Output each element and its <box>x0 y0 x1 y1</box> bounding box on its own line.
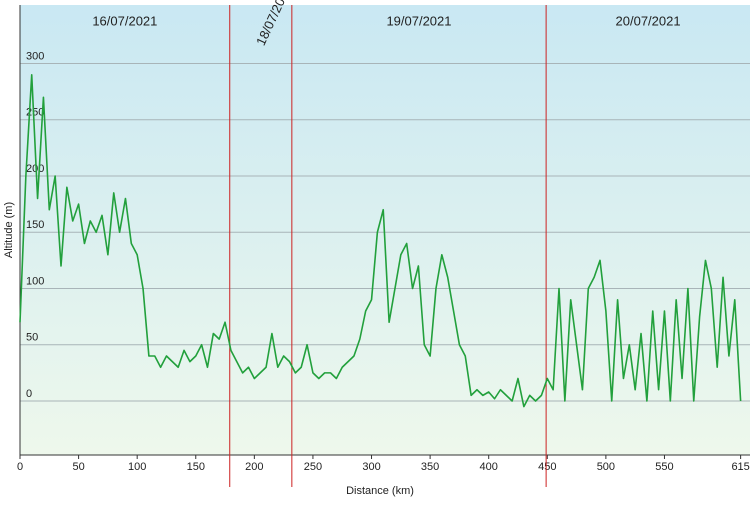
y-tick-label: 0 <box>26 388 32 400</box>
x-tick-label: 150 <box>187 461 205 473</box>
x-tick-label: 0 <box>17 461 23 473</box>
day-label: 16/07/2021 <box>92 13 157 28</box>
y-axis-label: Altitude (m) <box>3 202 15 258</box>
y-tick-label: 150 <box>26 219 44 231</box>
x-tick-label: 200 <box>245 461 263 473</box>
y-tick-label: 300 <box>26 50 44 62</box>
x-tick-label: 250 <box>304 461 322 473</box>
x-tick-label: 50 <box>72 461 84 473</box>
x-tick-label: 300 <box>362 461 380 473</box>
altitude-line <box>19 73 742 408</box>
y-tick-label: 50 <box>26 332 38 344</box>
x-axis-label: Distance (km) <box>346 485 414 497</box>
day-label: 19/07/2021 <box>386 13 451 28</box>
x-tick-label: 550 <box>655 461 673 473</box>
x-tick-label: 350 <box>421 461 439 473</box>
x-tick-label: 100 <box>128 461 146 473</box>
x-tick-label: 450 <box>538 461 556 473</box>
x-tick-label: 615 <box>731 461 749 473</box>
x-tick-label: 500 <box>597 461 615 473</box>
day-label: 20/07/2021 <box>616 13 681 28</box>
y-tick-label: 250 <box>26 107 44 119</box>
y-tick-label: 100 <box>26 275 44 287</box>
x-tick-label: 400 <box>480 461 498 473</box>
